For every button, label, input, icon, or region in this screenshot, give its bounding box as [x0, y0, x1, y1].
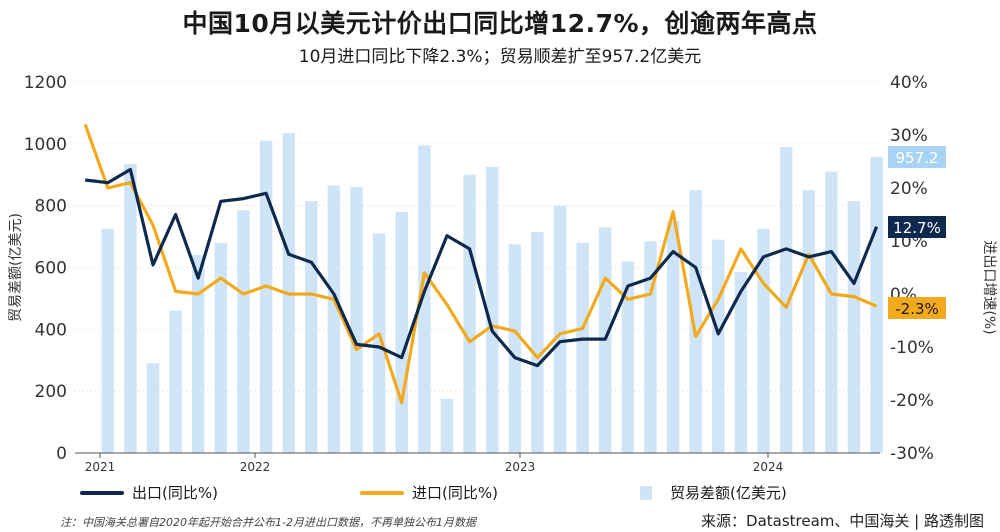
- balance-bar: [463, 174, 476, 453]
- right-tick-label: 30%: [890, 126, 928, 146]
- imports-line: [83, 123, 878, 405]
- left-axis-label: 贸易差额(亿美元): [8, 213, 24, 322]
- x-tick-label: 2021: [85, 460, 116, 474]
- legend-exports-swatch: [80, 490, 124, 495]
- left-tick-label: 600: [35, 259, 67, 279]
- legend-imports-label: 进口(同比%): [412, 484, 498, 502]
- legend-imports: 进口(同比%): [360, 482, 498, 503]
- x-tick-label: 2022: [240, 460, 271, 474]
- balance-bar: [372, 233, 386, 453]
- balance-bar: [689, 190, 702, 454]
- end-label-imports: -2.3%: [895, 300, 939, 318]
- balance-bar: [712, 239, 725, 453]
- balance-bar: [621, 261, 635, 453]
- balance-bar: [350, 187, 363, 453]
- x-tick-label: 2023: [505, 460, 536, 474]
- balance-bar: [825, 171, 838, 454]
- end-label-imports-box: [888, 297, 946, 319]
- balance-bar: [440, 398, 454, 453]
- balance-bar: [485, 167, 499, 454]
- balance-bar: [259, 140, 273, 453]
- balance-bar: [779, 146, 793, 454]
- balance-bar: [508, 244, 522, 453]
- balance-bar: [395, 211, 408, 453]
- balance-bar: [124, 163, 137, 453]
- balance-bar: [531, 231, 544, 453]
- end-label-exports-box: [888, 216, 946, 238]
- right-tick-label: -20%: [890, 391, 934, 411]
- right-tick-label: 20%: [890, 179, 928, 199]
- end-label-balance-box: [888, 146, 946, 168]
- left-tick-label: 0: [56, 444, 67, 464]
- balance-bar: [576, 242, 589, 453]
- page-title: 中国10月以美元计价出口同比增12.7%，创逾两年高点: [182, 9, 818, 38]
- balance-bar: [305, 201, 318, 453]
- balance-bar: [101, 228, 115, 453]
- end-label-balance: 957.2: [896, 149, 939, 167]
- balance-bar: [666, 221, 680, 453]
- balance-bar: [418, 145, 431, 454]
- left-tick-label: 1000: [24, 135, 67, 155]
- right-tick-label: -30%: [890, 444, 934, 464]
- balance-bar: [327, 185, 341, 453]
- source-credit: 来源：Datastream、中国海关 | 路透制图: [701, 512, 984, 530]
- balance-bar: [237, 210, 250, 453]
- balance-bar: [553, 205, 567, 453]
- balance-bar: [146, 363, 160, 453]
- legend-exports: 出口(同比%): [80, 482, 218, 503]
- end-label-exports: 12.7%: [893, 219, 941, 237]
- x-tick-label: 2024: [753, 460, 784, 474]
- legend-exports-label: 出口(同比%): [132, 484, 218, 502]
- balance-bar: [192, 255, 205, 453]
- legend-balance-label: 贸易差额(亿美元): [670, 484, 787, 502]
- left-tick-label: 200: [35, 382, 67, 402]
- legend-balance: 贸易差额(亿美元): [640, 482, 787, 503]
- footnote: 注：中国海关总署自2020年起开始合并公布1-2月进出口数据，不再单独公布1月数…: [60, 516, 476, 529]
- left-tick-label: 800: [35, 197, 67, 217]
- left-tick-label: 400: [35, 320, 67, 340]
- exports-line: [85, 167, 879, 368]
- balance-bar: [169, 310, 182, 453]
- balance-bar: [802, 190, 815, 454]
- right-axis-label: 进出口增速(%): [981, 240, 997, 334]
- legend-imports-swatch: [360, 490, 404, 495]
- left-tick-label: 1200: [24, 73, 67, 93]
- right-tick-label: -10%: [890, 338, 934, 358]
- balance-bar: [847, 201, 861, 453]
- balance-bar: [214, 242, 228, 453]
- legend-balance-swatch: [640, 485, 652, 500]
- page-subtitle: 10月进口同比下降2.3%；贸易顺差扩至957.2亿美元: [298, 47, 702, 67]
- right-tick-label: 40%: [890, 73, 928, 93]
- balance-bar: [734, 272, 748, 453]
